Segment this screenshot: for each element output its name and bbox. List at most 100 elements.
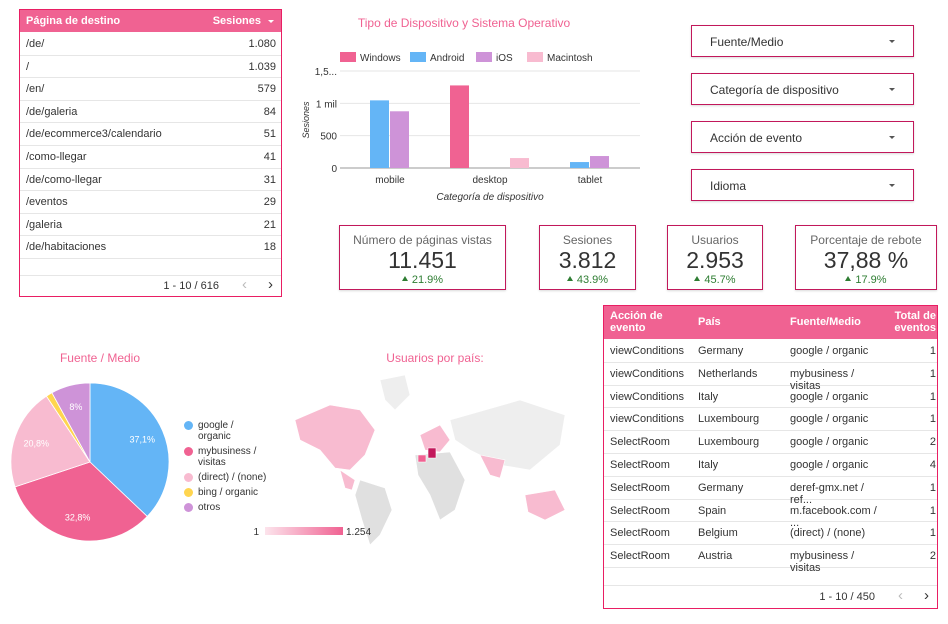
table-cell: (direct) / (none): [790, 527, 866, 540]
table-cell: mybusiness / visitas: [790, 550, 855, 575]
header-cell[interactable]: Acción de evento: [610, 310, 663, 334]
slice-label: 20,8%: [23, 438, 49, 448]
table-cell: deref-gmx.net / ref...: [790, 481, 864, 506]
table-cell: 1: [929, 481, 936, 494]
up-arrow: [566, 273, 573, 281]
table-cell: viewConditions: [610, 413, 684, 426]
table-cell: viewConditions: [610, 345, 684, 357]
pagination: 1 - 10 / 450: [819, 591, 875, 603]
table-cell: 1: [929, 390, 936, 403]
bar: [370, 100, 389, 168]
prev-page[interactable]: ‹: [242, 276, 247, 293]
sessions-cell: 1.080: [248, 38, 276, 50]
table-row: viewConditions Luxembourg google / organic…: [604, 407, 937, 432]
table-row: /como-llegar 41: [20, 145, 281, 169]
scorecard-value: 37,88 %: [823, 247, 909, 273]
table-row: SelectRoom Spain m.facebook.com / ... 1: [604, 499, 937, 529]
header-cell[interactable]: País: [698, 316, 721, 328]
world-map: [294, 374, 566, 546]
colorbar-label: 1: [253, 527, 259, 538]
table-row: / 1.039: [20, 55, 281, 79]
table-cell: Germany: [698, 345, 744, 357]
table-cell: Austria: [698, 550, 733, 563]
sessions-cell: 1.039: [248, 60, 276, 73]
table-row: /de/galeria 84: [20, 100, 281, 124]
legend-dot: [184, 473, 193, 482]
map-title: Usuarios por país:: [386, 351, 483, 365]
legend-label: Android: [430, 53, 464, 64]
table-cell: 1: [929, 413, 936, 426]
table-cell: SelectRoom: [610, 436, 670, 449]
table-cell: viewConditions: [610, 367, 684, 380]
table-row: /en/579: [20, 77, 281, 101]
table-cell: SelectRoom: [610, 481, 670, 494]
filter-dropdown[interactable]: Acción de evento: [691, 121, 914, 153]
up-arrow: [401, 273, 408, 281]
bar: [590, 156, 609, 168]
up-arrow: [694, 273, 701, 281]
next-page[interactable]: ›: [924, 587, 929, 604]
sessions-cell: 84: [263, 105, 276, 118]
y-tick-label: 0: [331, 164, 337, 175]
table-row: SelectRoom Austria mybusiness / visitas 2: [604, 544, 937, 574]
page-cell: /de/: [26, 38, 45, 50]
bar: [450, 85, 469, 168]
legend-swatch: [527, 52, 543, 62]
filter-dropdown[interactable]: Idioma: [691, 169, 914, 201]
change-value: 21.9%: [411, 274, 444, 286]
table-row: viewConditions Italy google / organic 1: [604, 385, 937, 409]
table-cell: 4: [929, 459, 936, 471]
bar: [390, 111, 409, 168]
table-cell: 1: [929, 504, 936, 517]
scorecard-label: Número de páginas vistas: [353, 233, 492, 247]
table-cell: Luxembourg: [698, 436, 760, 449]
legend-dot: [184, 421, 193, 430]
slice-label: 32,8%: [65, 513, 91, 523]
table-header: Acción de evento País Fuente/Medio Total de…: [604, 306, 937, 339]
legend-swatch: [476, 52, 492, 62]
header-cell[interactable]: Fuente/Medio: [790, 316, 861, 328]
x-tick-label: desktop: [472, 175, 507, 186]
page-cell: /de/galeria: [26, 105, 78, 118]
colorbar: [265, 527, 343, 535]
sessions-cell: 21: [263, 218, 276, 231]
table-row: /de/ecommerce3/calendario 51: [20, 122, 281, 146]
table-cell: Luxembourg: [698, 413, 760, 426]
next-page[interactable]: ›: [268, 276, 273, 293]
x-tick-label: mobile: [375, 175, 405, 186]
y-tick-label: 1,5...: [315, 67, 337, 78]
filter-label: Fuente/Medio: [710, 35, 784, 49]
prev-page[interactable]: ‹: [898, 587, 903, 604]
table-cell: google / organic: [790, 345, 869, 357]
header-cell: Página de destino: [26, 15, 121, 27]
colorbar-label: 1.254: [346, 527, 371, 538]
legend-label: mybusiness / visitas: [198, 446, 257, 468]
legend-label: otros: [198, 502, 221, 513]
header-cell[interactable]: Total de eventos: [894, 310, 936, 334]
filter-dropdown[interactable]: Categoría de dispositivo: [691, 73, 914, 105]
table-cell: SelectRoom: [610, 459, 670, 471]
table-row: /eventos 29: [20, 190, 281, 214]
change-value: 45.7%: [704, 274, 736, 286]
page-cell: /como-llegar: [26, 151, 87, 163]
filter-dropdown[interactable]: Fuente/Medio: [691, 25, 914, 57]
table-cell: SelectRoom: [610, 504, 670, 517]
page-cell: /eventos: [26, 196, 68, 209]
scorecard: Sesiones 3.812 43.9%: [539, 225, 636, 290]
table-row: viewConditions Netherlands mybusiness / vi…: [604, 362, 937, 392]
table-cell: google / organic: [790, 413, 869, 426]
scorecard-change: 43.9%: [540, 273, 635, 286]
scorecard-label: Sesiones: [562, 233, 613, 247]
table-cell: SelectRoom: [610, 527, 670, 540]
page-cell: /en/: [26, 83, 45, 96]
scorecard: Usuarios 2.953 45.7%: [667, 225, 763, 290]
legend-dot: [184, 488, 193, 497]
table-cell: 1: [929, 367, 936, 380]
header-cell[interactable]: Sesiones: [212, 15, 261, 27]
change-value: 43.9%: [576, 274, 609, 286]
legend-swatch: [410, 52, 426, 62]
slice-label: 8%: [69, 402, 82, 412]
legend-label: google / organic: [198, 420, 234, 442]
page-cell: /de/habitaciones: [26, 241, 107, 254]
